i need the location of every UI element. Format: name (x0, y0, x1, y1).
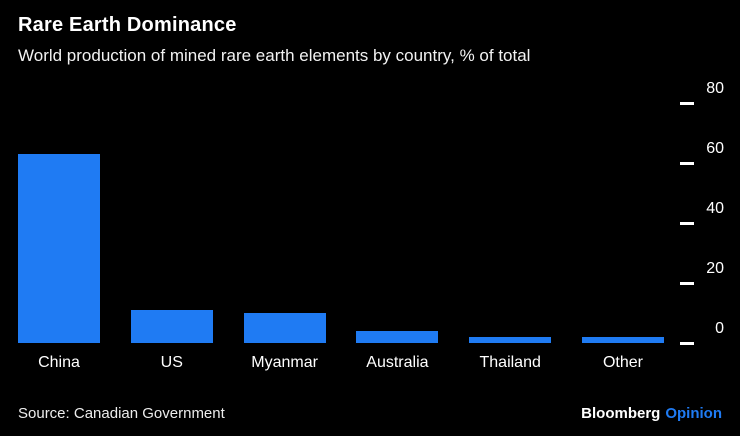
source-note: Source: Canadian Government (18, 405, 225, 422)
y-tick-label: 0 (715, 320, 724, 337)
y-tick-mark (680, 162, 694, 165)
footer: Source: Canadian Government Bloomberg Opi… (18, 405, 722, 422)
x-label-other: Other (602, 354, 643, 371)
y-tick-mark (680, 342, 694, 345)
x-label-us: US (160, 354, 183, 371)
x-label-thailand: Thailand (479, 354, 541, 371)
y-tick-label: 80 (706, 80, 724, 97)
x-label-australia: Australia (366, 354, 429, 371)
bars (18, 103, 664, 343)
bar-us (130, 310, 213, 343)
y-tick-mark (680, 102, 694, 105)
y-tick-label: 60 (706, 140, 724, 157)
x-axis-labels: China US Myanmar Australia Thailand Other (18, 354, 664, 372)
bar-thailand (469, 337, 552, 343)
plot-area (18, 103, 664, 343)
bar-other (581, 337, 664, 343)
chart-subtitle: World production of mined rare earth ele… (18, 46, 531, 65)
x-label-myanmar: Myanmar (251, 354, 318, 371)
y-tick-label: 20 (706, 260, 724, 277)
bloomberg-opinion-logo: Bloomberg Opinion (581, 405, 722, 422)
x-label-china: China (38, 354, 80, 371)
y-tick-label: 40 (706, 200, 724, 217)
bar-myanmar (243, 313, 326, 343)
y-tick-mark (680, 282, 694, 285)
y-axis: 0 20 40 60 80 (680, 80, 726, 345)
brand-opinion: Opinion (665, 405, 722, 422)
bar-china (18, 154, 100, 343)
bar-australia (356, 331, 439, 343)
brand-bloomberg: Bloomberg (581, 405, 661, 422)
chart-title: Rare Earth Dominance (18, 14, 237, 36)
y-tick-mark (680, 222, 694, 225)
